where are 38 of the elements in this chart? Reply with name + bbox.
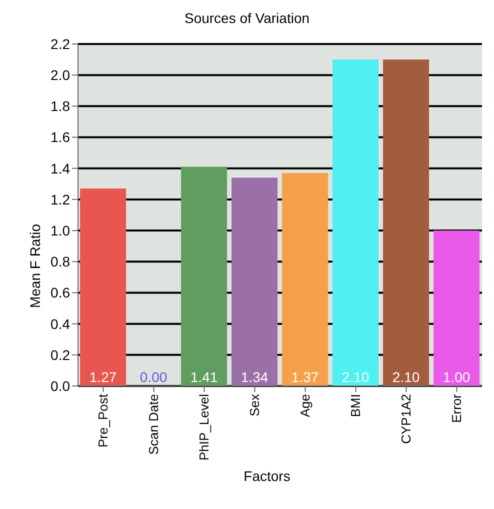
bar bbox=[332, 60, 379, 386]
bar bbox=[232, 178, 278, 386]
x-tick-label: Age bbox=[297, 394, 312, 418]
y-tick-label: 0.2 bbox=[50, 346, 70, 363]
y-tick-label: 0.0 bbox=[50, 378, 70, 394]
data-label: 1.37 bbox=[291, 369, 319, 385]
data-label: 1.00 bbox=[442, 369, 470, 385]
x-tick-label: BMI bbox=[348, 394, 363, 418]
bar bbox=[383, 60, 430, 386]
data-label: 1.41 bbox=[190, 369, 218, 385]
data-label: 2.10 bbox=[342, 369, 370, 385]
x-tick-label: Pre_Post bbox=[95, 394, 110, 448]
bar bbox=[181, 166, 228, 386]
y-tick-label: 0.6 bbox=[50, 284, 70, 301]
y-axis-title: Mean F Ratio bbox=[27, 222, 43, 310]
y-tick-label: 0.4 bbox=[50, 316, 70, 332]
x-tick-label: Sex bbox=[246, 394, 262, 416]
y-tick-label: 1.2 bbox=[50, 191, 70, 208]
x-tick-label: Error bbox=[448, 393, 464, 423]
data-label: 1.34 bbox=[240, 369, 268, 385]
y-tick-label: 0.8 bbox=[50, 254, 70, 270]
chart-title: Sources of Variation bbox=[183, 9, 311, 26]
data-label: 1.27 bbox=[89, 369, 117, 385]
x-tick-label: Scan Date bbox=[146, 394, 161, 455]
x-tick-label: CYP1A2 bbox=[398, 394, 414, 444]
y-tick-label: 2.0 bbox=[50, 67, 70, 84]
bar bbox=[434, 230, 480, 386]
y-tick-label: 1.6 bbox=[50, 129, 70, 146]
bar bbox=[282, 173, 328, 386]
data-label: 0.00 bbox=[140, 369, 168, 385]
x-axis-title: Factors bbox=[242, 468, 292, 484]
data-label: 2.10 bbox=[392, 369, 420, 385]
y-tick-label: 2.2 bbox=[50, 36, 70, 52]
y-tick-label: 1.4 bbox=[50, 160, 70, 176]
x-tick-label: PhIP_Level bbox=[196, 394, 212, 460]
y-tick-label: 1.0 bbox=[50, 222, 70, 239]
bar bbox=[80, 188, 126, 386]
y-tick-label: 1.8 bbox=[50, 98, 70, 114]
